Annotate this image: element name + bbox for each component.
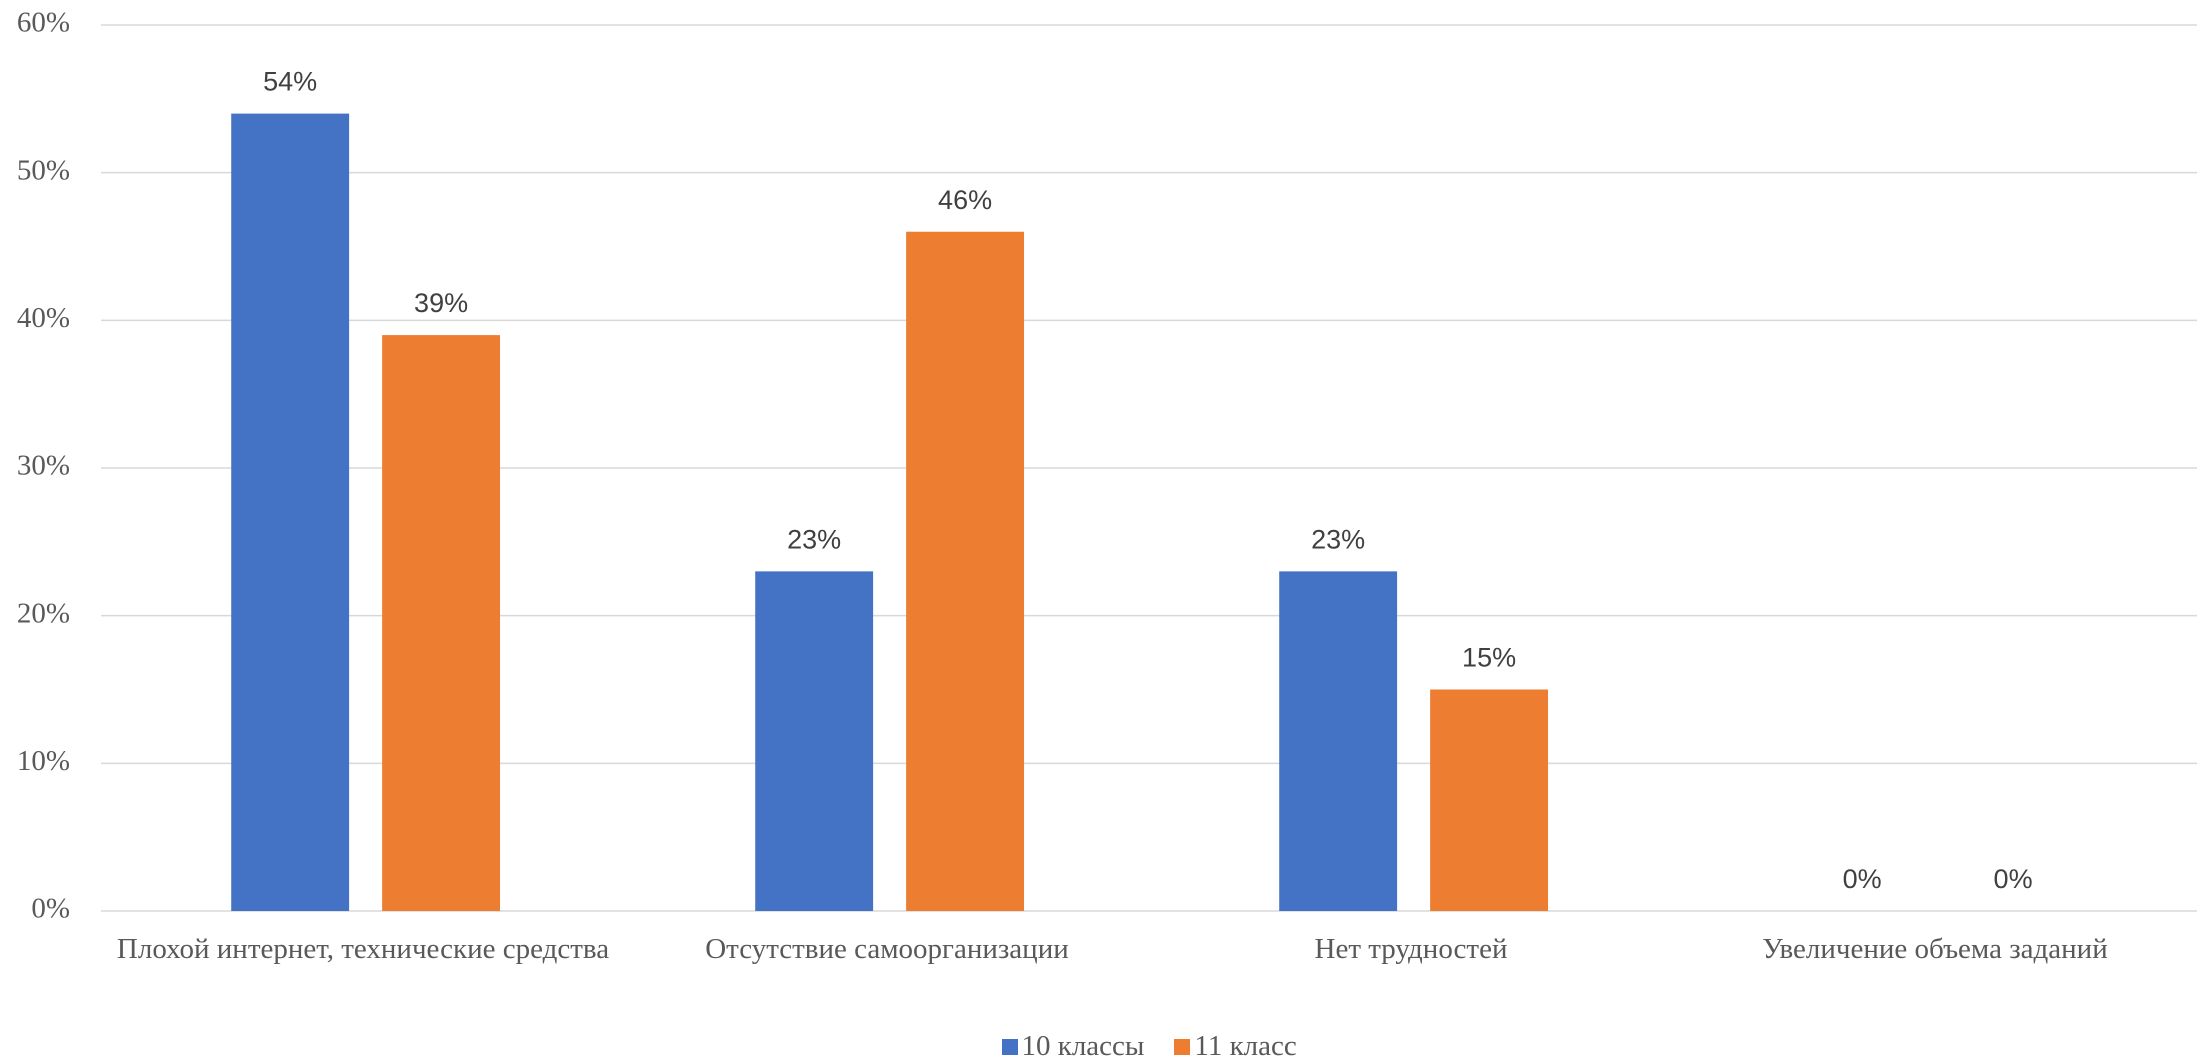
x-tick-label: Нет трудностей: [1314, 933, 1508, 965]
data-label: 0%: [1843, 864, 1882, 894]
data-label: 39%: [414, 288, 468, 318]
x-tick-label: Увеличение объема заданий: [1762, 933, 2108, 965]
data-label: 23%: [787, 524, 841, 554]
legend-item: 10 классы: [1001, 1030, 1145, 1063]
bar: [755, 571, 874, 911]
legend-label: 10 классы: [1021, 1030, 1145, 1062]
y-tick-label: 30%: [17, 450, 70, 482]
bar: [231, 113, 350, 912]
data-label: 23%: [1311, 524, 1365, 554]
legend-swatch: [1174, 1039, 1191, 1055]
bar: [906, 231, 1025, 911]
y-tick-label: 20%: [17, 597, 70, 629]
y-tick-label: 60%: [17, 7, 70, 39]
legend-item: 11 класс: [1174, 1030, 1297, 1063]
y-tick-label: 40%: [17, 302, 70, 334]
y-tick-label: 10%: [17, 745, 70, 777]
bar: [382, 335, 501, 912]
bar: [1430, 689, 1549, 911]
data-label: 15%: [1462, 643, 1516, 673]
legend: 10 классы 11 класс: [1001, 1030, 1297, 1063]
y-tick-label: 0%: [31, 893, 70, 925]
legend-swatch: [1001, 1039, 1018, 1055]
x-tick-label: Плохой интернет, технические средства: [116, 933, 610, 965]
y-tick-label: 50%: [17, 154, 70, 186]
bar: [1279, 571, 1398, 911]
legend-label: 11 класс: [1194, 1030, 1297, 1062]
data-label: 46%: [938, 185, 992, 215]
data-label: 54%: [263, 67, 317, 97]
x-tick-label: Отсутствие самоорганизации: [705, 933, 1069, 965]
data-label: 0%: [1994, 864, 2033, 894]
